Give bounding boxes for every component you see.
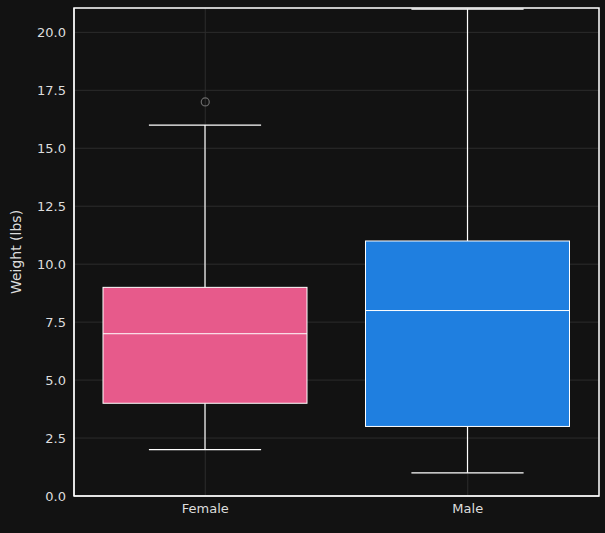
svg-text:20.0: 20.0 (37, 25, 66, 40)
svg-text:17.5: 17.5 (37, 83, 66, 98)
svg-text:Weight (lbs): Weight (lbs) (8, 210, 24, 294)
svg-text:Female: Female (182, 501, 229, 516)
svg-text:2.5: 2.5 (45, 431, 66, 446)
svg-text:Male: Male (452, 501, 483, 516)
svg-text:5.0: 5.0 (45, 373, 66, 388)
svg-text:15.0: 15.0 (37, 141, 66, 156)
svg-text:0.0: 0.0 (45, 489, 66, 504)
svg-text:10.0: 10.0 (37, 257, 66, 272)
svg-text:7.5: 7.5 (45, 315, 66, 330)
svg-text:12.5: 12.5 (37, 199, 66, 214)
